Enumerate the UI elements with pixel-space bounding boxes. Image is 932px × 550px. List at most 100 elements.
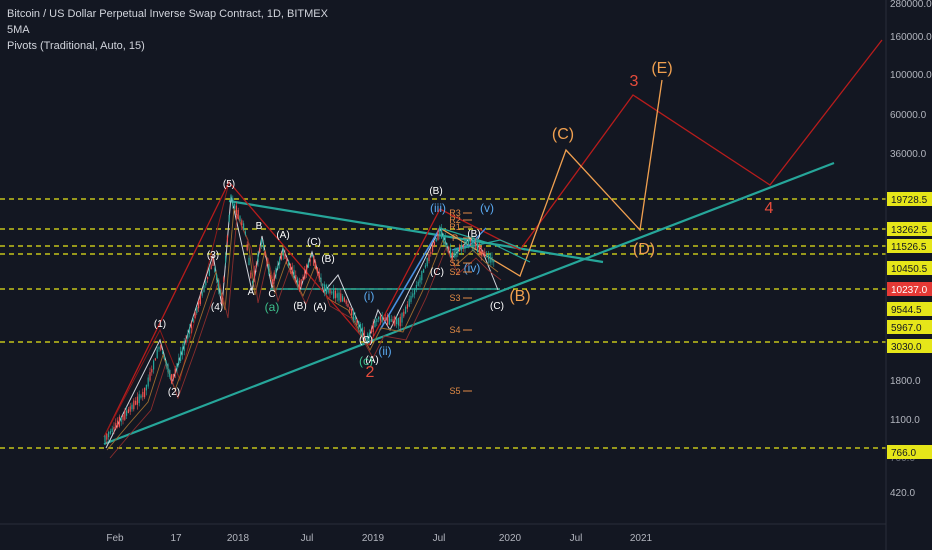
- wave-label-white: (3): [207, 250, 219, 261]
- price-box: [887, 222, 932, 236]
- candle-body: [284, 253, 286, 259]
- candle-body: [104, 435, 106, 443]
- candle-body: [291, 266, 293, 275]
- candle-body: [396, 318, 398, 325]
- candle-body: [361, 327, 363, 336]
- candle-body: [225, 255, 227, 263]
- symbol-title[interactable]: Bitcoin / US Dollar Perpetual Inverse Sw…: [7, 8, 328, 20]
- candle-body: [273, 272, 275, 282]
- candle-body: [185, 339, 187, 343]
- candle-body: [385, 317, 387, 322]
- candle-body: [124, 410, 126, 420]
- candle-body: [345, 300, 347, 304]
- candle-body: [372, 323, 374, 332]
- candle-body: [439, 226, 441, 235]
- candle-body: [167, 364, 169, 373]
- indicator-5ma-label[interactable]: 5MA: [7, 24, 30, 36]
- wave-label-white: A: [248, 287, 255, 298]
- candle-body: [252, 280, 254, 284]
- candle-body: [300, 279, 302, 287]
- candle-body: [419, 277, 421, 283]
- candle-body: [428, 254, 430, 261]
- candle-body: [426, 257, 428, 267]
- wave-lines: [103, 39, 883, 459]
- candle-body: [441, 228, 443, 239]
- candle-body: [154, 358, 156, 361]
- candle-body: [343, 297, 345, 302]
- wave-label-blue: (ii): [378, 344, 391, 358]
- time-tick-label: Jul: [433, 533, 446, 544]
- candle-body: [201, 292, 203, 296]
- red-wave-path: [103, 39, 883, 438]
- candle-body: [178, 358, 180, 365]
- candle-body: [127, 409, 129, 413]
- candle-body: [158, 346, 160, 350]
- candle-body: [187, 333, 189, 339]
- candle-body: [367, 333, 369, 344]
- candle-body: [115, 423, 117, 429]
- candle-body: [210, 265, 212, 270]
- candle-body: [475, 242, 477, 249]
- candle-body: [394, 316, 396, 326]
- candle-body: [340, 293, 342, 302]
- candle-body: [376, 318, 378, 323]
- price-box: [887, 339, 932, 353]
- price-box-label: 10450.5: [891, 264, 928, 275]
- candle-body: [172, 373, 174, 379]
- candle-body: [480, 246, 482, 257]
- candle-body: [482, 250, 484, 255]
- candle-body: [140, 395, 142, 398]
- candle-body: [444, 237, 446, 246]
- candle-body: [306, 264, 308, 275]
- candle-body: [451, 252, 453, 259]
- candle-body: [216, 274, 218, 281]
- wave-label-white: (1): [154, 319, 166, 330]
- candle-body: [219, 289, 221, 296]
- candle-body: [266, 259, 268, 264]
- price-box-label: 13262.5: [891, 225, 928, 236]
- candle-body: [378, 317, 380, 320]
- candle-body: [165, 360, 167, 366]
- candle-body: [471, 237, 473, 247]
- candle-body: [297, 278, 299, 284]
- price-box-label: 19728.5: [891, 195, 928, 206]
- candle-body: [460, 244, 462, 251]
- candle-body: [169, 370, 171, 378]
- pivot-label: S2: [449, 267, 460, 277]
- price-axis[interactable]: 280000.0 160000.0 100000.0 60000.0 36000.0 18…: [885, 0, 932, 550]
- candle-body: [246, 244, 248, 251]
- wave-label-orange: (D): [633, 241, 655, 258]
- wave-label-white: (2): [168, 387, 180, 398]
- candle-body: [387, 314, 389, 325]
- price-box-label: 11526.5: [891, 242, 927, 253]
- candle-body: [477, 242, 479, 253]
- orange-projection-path: [439, 79, 663, 277]
- time-tick-label: 2019: [362, 533, 385, 544]
- candle-body: [223, 277, 225, 283]
- candle-body: [241, 220, 243, 226]
- wave-label-orange: (C): [552, 126, 574, 143]
- candle-body: [352, 310, 354, 321]
- candle-body: [129, 406, 131, 412]
- candle-body: [199, 294, 201, 304]
- candle-body: [410, 295, 412, 302]
- candle-body: [262, 244, 264, 248]
- candle-body: [415, 284, 417, 291]
- candle-body: [302, 277, 304, 280]
- candle-body: [478, 246, 480, 253]
- candle-body: [365, 337, 367, 340]
- candle-body: [383, 317, 385, 321]
- candle-body: [212, 258, 214, 266]
- time-axis[interactable]: Feb 17 2018 Jul 2019 Jul 2020 Jul 2021: [0, 523, 886, 544]
- candle-body: [288, 260, 290, 266]
- candle-body: [235, 205, 237, 216]
- wave-label-white: (B): [293, 301, 306, 312]
- candle-body: [423, 269, 425, 273]
- candle-body: [253, 270, 255, 278]
- candle-body: [277, 264, 279, 269]
- candle-body: [151, 369, 153, 373]
- indicator-pivots-label[interactable]: Pivots (Traditional, Auto, 15): [7, 40, 145, 52]
- candle-body: [230, 194, 232, 202]
- candle-body: [203, 285, 205, 292]
